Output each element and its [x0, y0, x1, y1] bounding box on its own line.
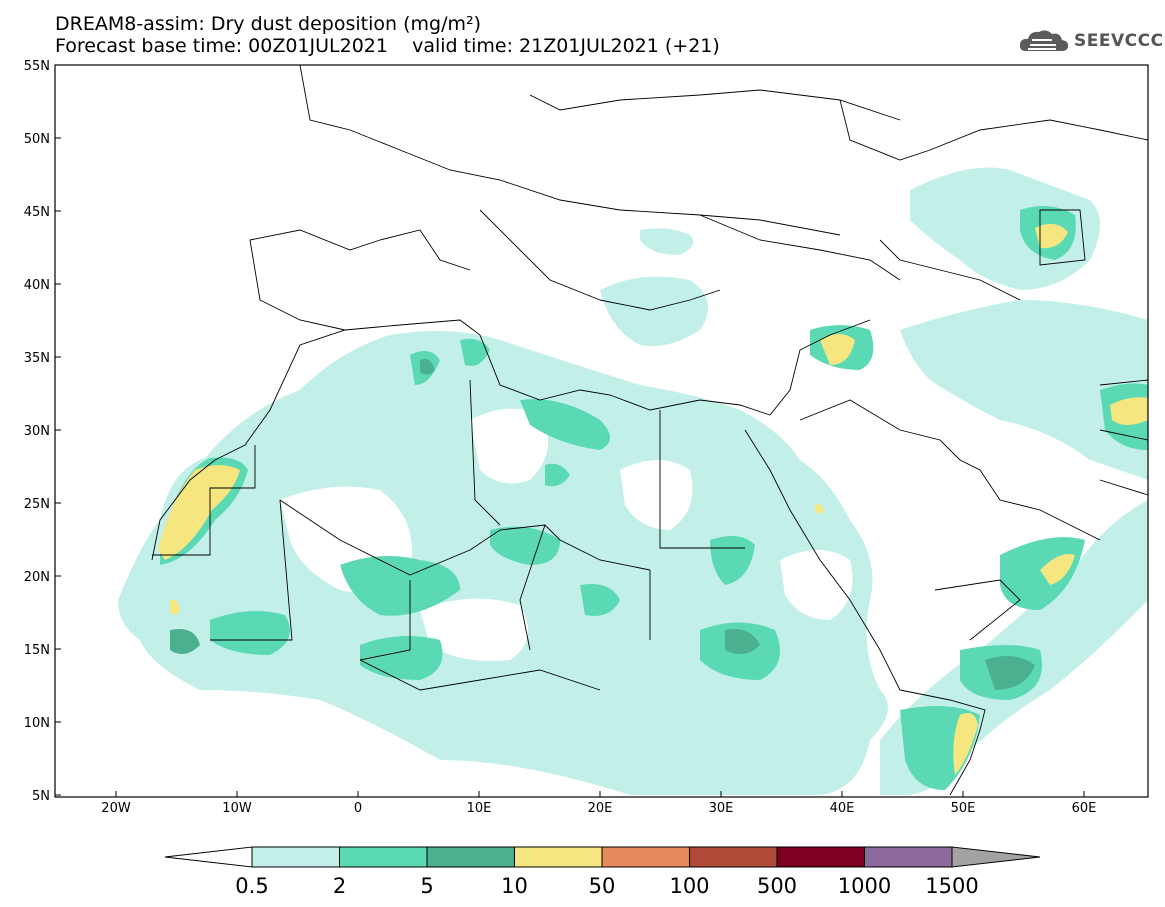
colorbar-swatch [864, 846, 953, 868]
lat-label: 50N [24, 132, 50, 147]
colorbar-swatch [689, 846, 778, 868]
colorbar-swatch [339, 846, 428, 868]
colorbar-under-arrow [164, 846, 253, 868]
colorbar-swatch [776, 846, 865, 868]
map-plot-area: 55N 50N 45N 40N 35N 30N 25N 20N 15N 10N … [24, 59, 1149, 816]
field-gap [470, 408, 548, 484]
lon-labels: 20W 10W 0 10E 20E 30E 40E 50E 60E [101, 801, 1096, 816]
field-level-1 [640, 228, 694, 255]
colorbar-swatch [514, 846, 603, 868]
field-level-1 [600, 276, 708, 346]
colorbar-swatch [251, 846, 340, 868]
colorbar-label: 50 [589, 874, 616, 898]
colorbar-label: 1500 [925, 874, 978, 898]
colorbar-swatches [251, 846, 953, 868]
colorbar-swatch [426, 846, 515, 868]
lon-label: 10W [222, 801, 252, 816]
lat-label: 35N [24, 351, 50, 366]
field-level-3 [170, 358, 1035, 690]
lon-label: 50E [951, 801, 976, 816]
lat-label: 15N [24, 643, 50, 658]
field-level-1 [900, 300, 1148, 480]
lat-label: 55N [24, 59, 50, 74]
field-gap [420, 598, 528, 661]
deposition-field [118, 167, 1148, 795]
lon-label: 0 [354, 801, 362, 816]
lon-label: 30E [709, 801, 734, 816]
lat-label: 40N [24, 278, 50, 293]
field-level-1 [118, 331, 888, 795]
lon-label: 10E [467, 801, 492, 816]
colorbar-labels: 0.5 2 5 10 50 100 500 1000 1500 [235, 874, 978, 898]
colorbar-label: 10 [501, 874, 528, 898]
field-gap [780, 550, 853, 620]
lat-label: 30N [24, 424, 50, 439]
lat-label: 20N [24, 570, 50, 585]
cloud-icon [1019, 30, 1069, 51]
colorbar-label: 5 [420, 874, 433, 898]
lat-label: 5N [32, 789, 50, 804]
lon-label: 20E [588, 801, 613, 816]
map-subtitle: Forecast base time: 00Z01JUL2021 valid t… [55, 35, 720, 57]
lat-label: 10N [24, 716, 50, 731]
lon-label: 40E [830, 801, 855, 816]
seevccc-logo: SEEVCCC [1018, 26, 1164, 56]
colorbar-over-arrow [951, 846, 1041, 868]
axis-ticks [55, 64, 1085, 797]
colorbar-label: 2 [333, 874, 346, 898]
lon-label: 20W [101, 801, 131, 816]
lat-labels: 55N 50N 45N 40N 35N 30N 25N 20N 15N 10N … [24, 59, 50, 804]
colorbar-swatch [601, 846, 690, 868]
lat-label: 25N [24, 497, 50, 512]
colorbar-label: 1000 [838, 874, 891, 898]
lon-label: 60E [1072, 801, 1097, 816]
country-borders [151, 64, 1149, 796]
colorbar-label: 500 [757, 874, 797, 898]
logo-text: SEEVCCC [1074, 31, 1164, 51]
colorbar: 0.5 2 5 10 50 100 500 1000 1500 [164, 846, 1041, 898]
map-frame [54, 64, 1149, 798]
field-level-4 [158, 223, 1148, 775]
colorbar-label: 100 [669, 874, 709, 898]
lat-label: 45N [24, 205, 50, 220]
field-gap [620, 460, 693, 530]
map-title: DREAM8-assim: Dry dust deposition (mg/m²… [55, 13, 482, 35]
colorbar-label: 0.5 [235, 874, 268, 898]
